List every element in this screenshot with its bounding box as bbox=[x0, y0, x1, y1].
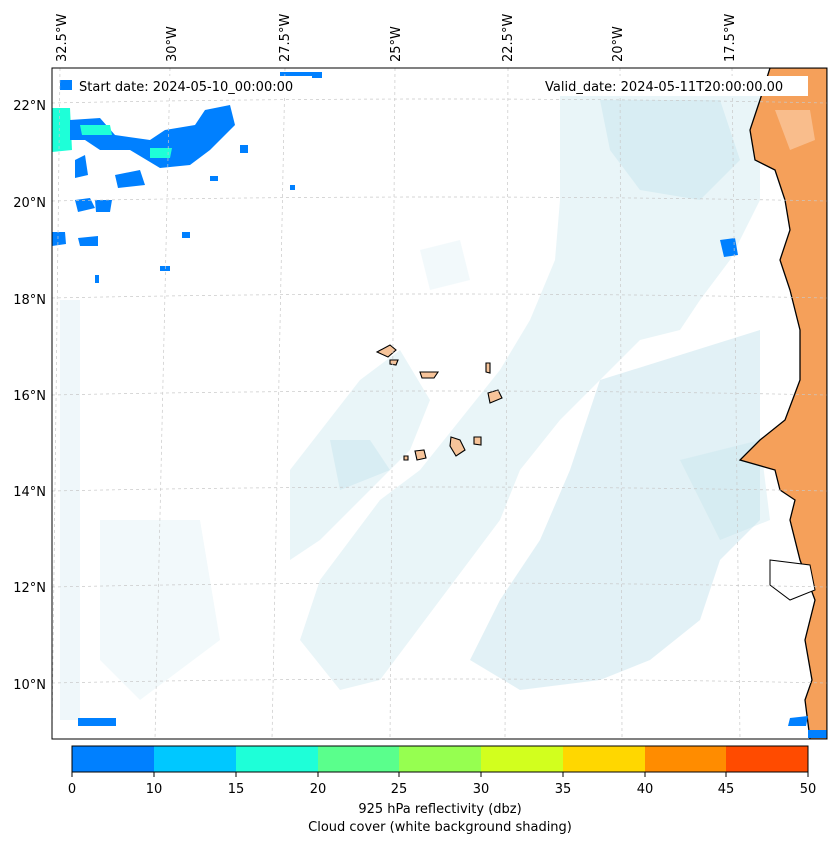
latitude-labels: 22°N 20°N 18°N 16°N 14°N 12°N 10°N bbox=[13, 99, 46, 693]
lon-label: 20°W bbox=[611, 26, 626, 62]
lat-label: 14°N bbox=[13, 485, 46, 500]
colorbar-segment bbox=[236, 746, 318, 772]
colorbar-segment bbox=[481, 746, 563, 772]
colorbar-segment bbox=[399, 746, 481, 772]
colorbar-tick: 10 bbox=[146, 782, 163, 797]
lat-label: 16°N bbox=[13, 389, 46, 404]
lat-label: 12°N bbox=[13, 581, 46, 596]
colorbar-tick-marks bbox=[71, 772, 809, 777]
map-frame bbox=[51, 67, 828, 740]
lon-label: 22.5°W bbox=[501, 14, 516, 62]
colorbar-segment bbox=[72, 746, 154, 772]
lon-label: 17.5°W bbox=[723, 14, 738, 62]
cloud-cover-shading bbox=[60, 95, 770, 720]
valid-date-box bbox=[538, 76, 808, 96]
colorbar-tick: 25 bbox=[391, 782, 408, 797]
map-plot-area bbox=[52, 68, 827, 739]
lon-label: 25°W bbox=[389, 26, 404, 62]
colorbar-tick: 20 bbox=[310, 782, 327, 797]
colorbar-tick: 45 bbox=[718, 782, 735, 797]
colorbar-segment bbox=[318, 746, 399, 772]
lat-label: 10°N bbox=[13, 678, 46, 693]
colorbar-tick: 15 bbox=[228, 782, 245, 797]
colorbar-frame bbox=[71, 745, 809, 773]
lat-label: 18°N bbox=[13, 293, 46, 308]
colorbar-tick: 35 bbox=[555, 782, 572, 797]
start-date-box bbox=[72, 76, 312, 96]
colorbar-segment bbox=[726, 746, 808, 772]
colorbar-tick: 50 bbox=[800, 782, 817, 797]
start-date-label: Start date: 2024-05-10_00:00:00 bbox=[79, 80, 293, 95]
colorbar-segment bbox=[645, 746, 726, 772]
valid-date-label: Valid_date: 2024-05-11T20:00:00.00 bbox=[545, 80, 783, 95]
reflectivity-patches bbox=[52, 72, 827, 738]
lat-label: 22°N bbox=[13, 99, 46, 114]
colorbar-sublabel: Cloud cover (white background shading) bbox=[308, 820, 572, 835]
colorbar-tick: 0 bbox=[68, 782, 76, 797]
colorbar-tick: 40 bbox=[637, 782, 654, 797]
colorbar-tick: 30 bbox=[473, 782, 490, 797]
africa-land bbox=[738, 68, 827, 739]
lon-label: 32.5°W bbox=[55, 14, 70, 62]
lat-label: 20°N bbox=[13, 196, 46, 211]
gridlines bbox=[52, 68, 827, 739]
colorbar-segment bbox=[154, 746, 236, 772]
longitude-labels: 32.5°W 30°W 27.5°W 25°W 22.5°W 20°W 17.5… bbox=[55, 14, 738, 62]
lon-label: 27.5°W bbox=[278, 14, 293, 62]
colorbar-label: 925 hPa reflectivity (dbz) bbox=[358, 802, 521, 817]
cape-verde-islands bbox=[375, 344, 503, 461]
colorbar: 0 10 15 20 25 30 35 40 45 50 5 925 hPa r… bbox=[68, 745, 817, 835]
colorbar-segment bbox=[563, 746, 645, 772]
lon-label: 30°W bbox=[165, 26, 180, 62]
